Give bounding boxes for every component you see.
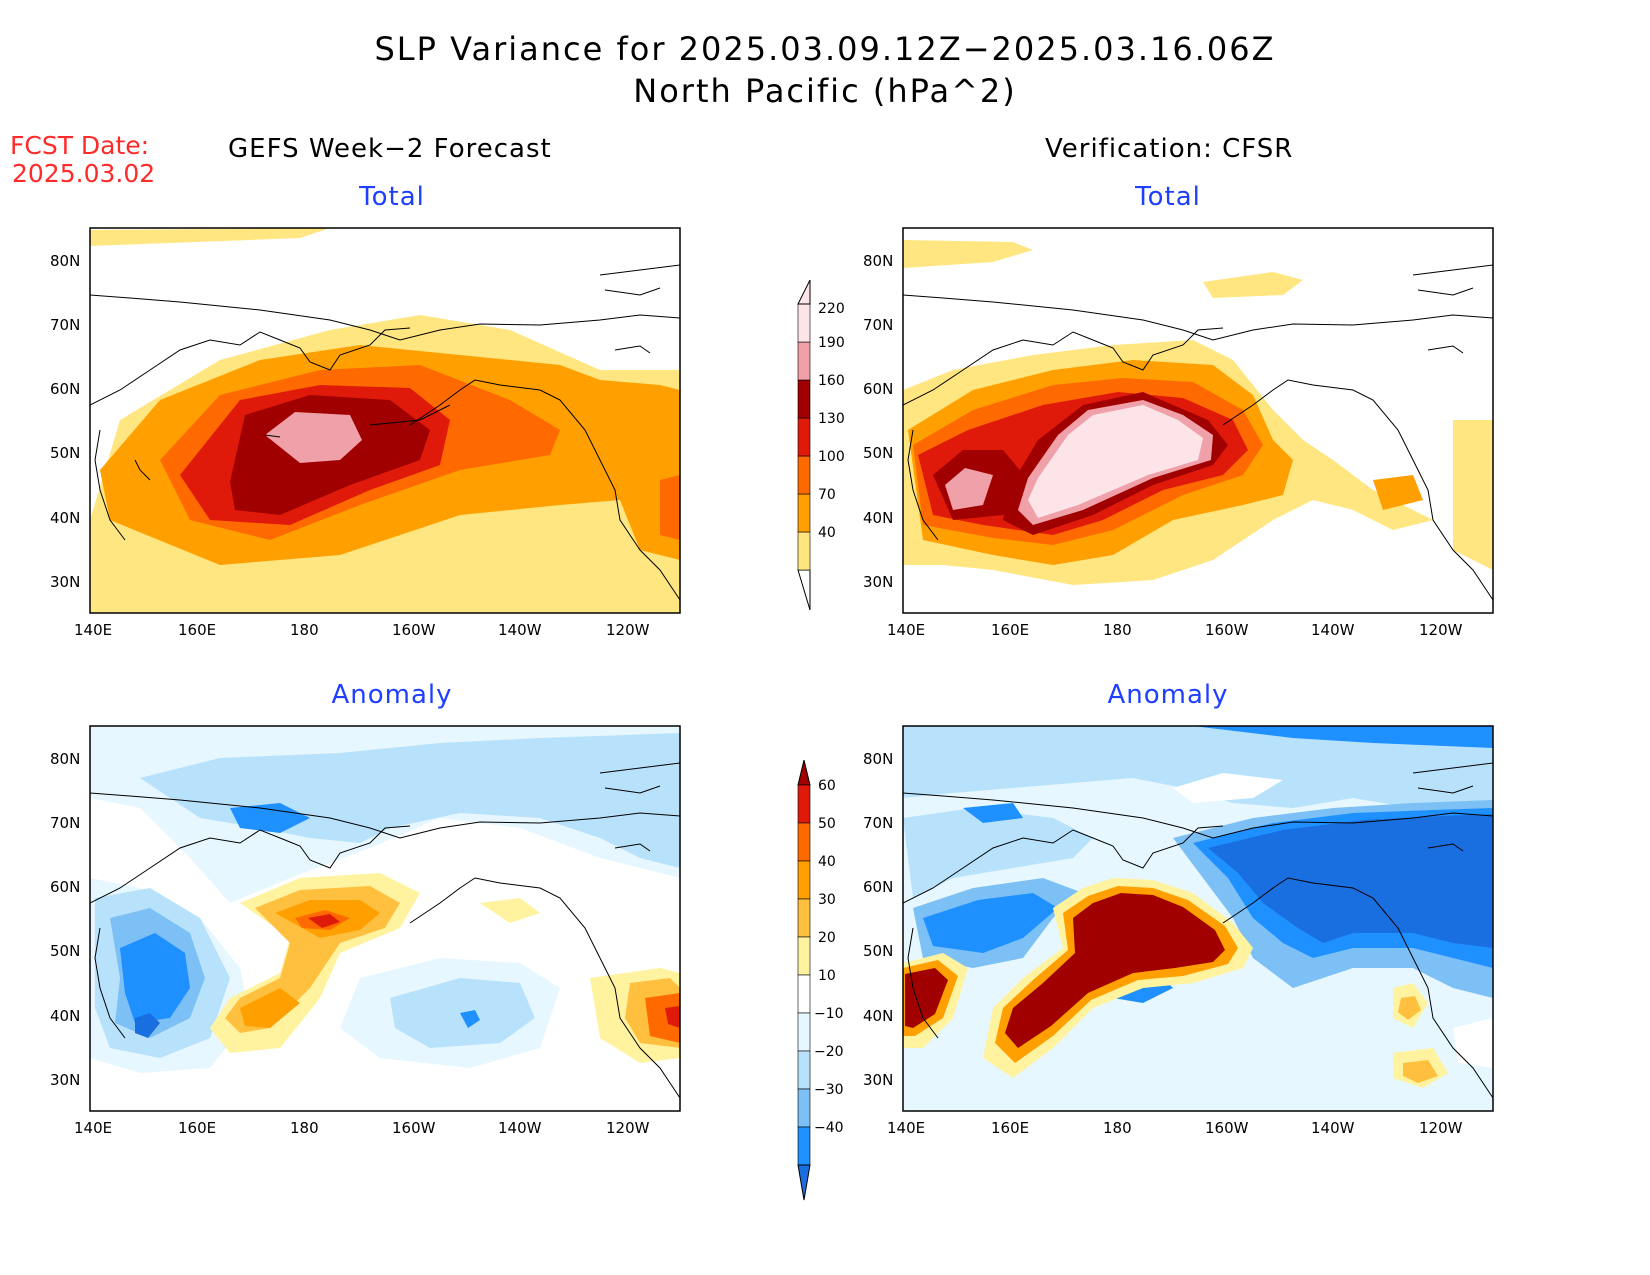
lat-label-80n: 80N bbox=[50, 750, 80, 768]
anomaly-label-neg20: −20 bbox=[814, 1044, 844, 1060]
lat-label-70n: 70N bbox=[50, 814, 80, 832]
total-bin-70 bbox=[797, 493, 811, 533]
lon-label-120w: 120W bbox=[1419, 1119, 1463, 1137]
anomaly-label-30: 30 bbox=[818, 892, 836, 908]
verification-anomaly-map: 80N 70N 60N 50N 40N 30N 140E 160E 180 16… bbox=[853, 718, 1513, 1148]
lat-label-70n: 70N bbox=[863, 316, 893, 334]
lat-label-80n: 80N bbox=[50, 252, 80, 270]
forecast-anomaly-map: 80N 70N 60N 50N 40N 30N 140E 160E 180 16… bbox=[40, 718, 700, 1148]
lon-label-160e: 160E bbox=[178, 1119, 216, 1137]
total-label-160: 160 bbox=[818, 373, 845, 389]
lon-label-140e: 140E bbox=[887, 1119, 925, 1137]
total-label-40: 40 bbox=[818, 525, 836, 541]
lat-label-50n: 50N bbox=[50, 444, 80, 462]
total-label-220: 220 bbox=[818, 301, 845, 317]
anomaly-label-20: 20 bbox=[818, 930, 836, 946]
anomaly-bin-30-40 bbox=[797, 860, 811, 900]
total-label-190: 190 bbox=[818, 335, 845, 351]
forecast-anomaly-title: Anomaly bbox=[331, 680, 453, 710]
verification-total-title: Total bbox=[1135, 182, 1201, 212]
anomaly-label-neg10: −10 bbox=[814, 1006, 844, 1022]
lon-label-160w: 160W bbox=[392, 621, 436, 639]
anomaly-bin-20-30 bbox=[797, 898, 811, 938]
total-label-100: 100 bbox=[818, 449, 845, 465]
total-bin-190 bbox=[797, 341, 811, 381]
total-bin-160 bbox=[797, 379, 811, 419]
main-title: SLP Variance for 2025.03.09.12Z−2025.03.… bbox=[374, 30, 1276, 68]
lon-label-140w: 140W bbox=[498, 621, 542, 639]
anomaly-label-neg40: −40 bbox=[814, 1120, 844, 1136]
lat-label-30n: 30N bbox=[863, 1071, 893, 1089]
total-bin-130 bbox=[797, 417, 811, 457]
anomaly-label-10: 10 bbox=[818, 968, 836, 984]
anomaly-bin-neg10-neg20 bbox=[797, 1012, 811, 1052]
lon-label-180: 180 bbox=[290, 1119, 319, 1137]
lat-label-60n: 60N bbox=[50, 380, 80, 398]
lon-label-160e: 160E bbox=[991, 621, 1029, 639]
anomaly-bin-neg30-neg40 bbox=[797, 1088, 811, 1128]
forecast-header: GEFS Week−2 Forecast bbox=[228, 134, 552, 164]
lon-label-140w: 140W bbox=[1311, 1119, 1355, 1137]
lat-label-30n: 30N bbox=[50, 573, 80, 591]
lon-label-160w: 160W bbox=[1205, 1119, 1249, 1137]
total-colorbar: 40 70 100 130 160 190 220 bbox=[780, 280, 860, 610]
lon-label-120w: 120W bbox=[1419, 621, 1463, 639]
lon-label-160e: 160E bbox=[991, 1119, 1029, 1137]
total-bin-40 bbox=[797, 531, 811, 571]
verification-header: Verification: CFSR bbox=[1045, 134, 1294, 164]
main-subtitle: North Pacific (hPa^2) bbox=[633, 72, 1017, 110]
forecast-total-title: Total bbox=[359, 182, 425, 212]
forecast-total-map: 80N 70N 60N 50N 40N 30N 140E 160E 180 16… bbox=[40, 220, 700, 650]
lon-label-140e: 140E bbox=[887, 621, 925, 639]
lon-label-120w: 120W bbox=[606, 621, 650, 639]
lon-label-140e: 140E bbox=[74, 1119, 112, 1137]
verification-total-map: 80N 70N 60N 50N 40N 30N 140E 160E 180 16… bbox=[853, 220, 1513, 650]
anomaly-bin-neg40 bbox=[797, 1126, 811, 1166]
lat-label-80n: 80N bbox=[863, 750, 893, 768]
lat-label-30n: 30N bbox=[50, 1071, 80, 1089]
anomaly-bin-neg20-neg30 bbox=[797, 1050, 811, 1090]
lon-label-180: 180 bbox=[290, 621, 319, 639]
lat-label-70n: 70N bbox=[863, 814, 893, 832]
lat-label-50n: 50N bbox=[863, 444, 893, 462]
lat-label-40n: 40N bbox=[863, 509, 893, 527]
anomaly-colorbar: 60 50 40 30 20 10 −10 −20 −30 −40 bbox=[780, 760, 860, 1215]
lat-label-30n: 30N bbox=[863, 573, 893, 591]
lon-label-120w: 120W bbox=[606, 1119, 650, 1137]
total-label-70: 70 bbox=[818, 487, 836, 503]
anomaly-label-40: 40 bbox=[818, 854, 836, 870]
lon-label-140w: 140W bbox=[498, 1119, 542, 1137]
lat-label-60n: 60N bbox=[50, 878, 80, 896]
anomaly-bin-10-20 bbox=[797, 936, 811, 976]
anomaly-bin-40-50 bbox=[797, 822, 811, 862]
anomaly-label-neg30: −30 bbox=[814, 1082, 844, 1098]
lat-label-80n: 80N bbox=[863, 252, 893, 270]
lat-label-70n: 70N bbox=[50, 316, 80, 334]
lat-label-50n: 50N bbox=[50, 942, 80, 960]
lat-label-60n: 60N bbox=[863, 380, 893, 398]
anomaly-label-50: 50 bbox=[818, 816, 836, 832]
total-bin-220 bbox=[797, 303, 811, 343]
anomaly-label-60: 60 bbox=[818, 778, 836, 794]
lon-label-160w: 160W bbox=[392, 1119, 436, 1137]
lon-label-140e: 140E bbox=[74, 621, 112, 639]
lon-label-140w: 140W bbox=[1311, 621, 1355, 639]
fcst-date-value: 2025.03.02 bbox=[12, 159, 156, 188]
fcst-date-label: FCST Date: bbox=[10, 131, 150, 160]
lon-label-160w: 160W bbox=[1205, 621, 1249, 639]
lon-label-180: 180 bbox=[1103, 1119, 1132, 1137]
lon-label-180: 180 bbox=[1103, 621, 1132, 639]
lon-label-160e: 160E bbox=[178, 621, 216, 639]
anomaly-bin-50-60 bbox=[797, 784, 811, 824]
lat-label-40n: 40N bbox=[50, 1007, 80, 1025]
lat-label-50n: 50N bbox=[863, 942, 893, 960]
anomaly-bin-neutral bbox=[797, 974, 811, 1014]
total-label-130: 130 bbox=[818, 411, 845, 427]
lat-label-40n: 40N bbox=[50, 509, 80, 527]
total-bin-100 bbox=[797, 455, 811, 495]
lat-label-40n: 40N bbox=[863, 1007, 893, 1025]
lat-label-60n: 60N bbox=[863, 878, 893, 896]
verification-anomaly-title: Anomaly bbox=[1107, 680, 1229, 710]
